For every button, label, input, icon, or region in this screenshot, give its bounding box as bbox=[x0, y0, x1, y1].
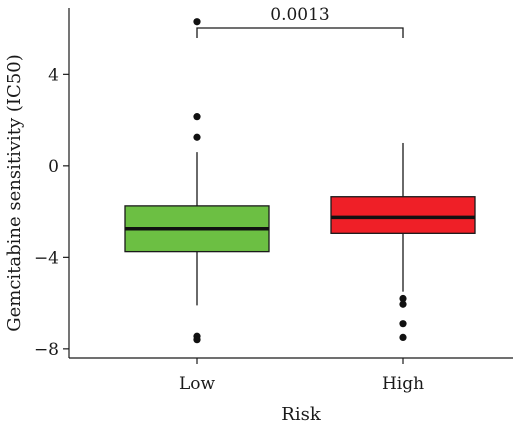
outlier-point-high bbox=[399, 333, 407, 342]
y-tick-label: 0 bbox=[48, 157, 59, 177]
outlier-point-low bbox=[193, 336, 201, 344]
outlier-point-high bbox=[399, 300, 407, 308]
y-tick-label: −4 bbox=[34, 248, 59, 268]
x-tick-label: Low bbox=[179, 374, 216, 394]
y-axis-title: Gemcitabine sensitivity (IC50) bbox=[4, 54, 25, 332]
x-tick-label: High bbox=[382, 374, 424, 394]
outlier-point-high bbox=[399, 294, 407, 303]
significance-bracket bbox=[196, 27, 404, 38]
outlier-point-low bbox=[193, 113, 201, 121]
plot-area: −8 −4 0 4 Low High bbox=[34, 8, 513, 394]
x-axis-title: Risk bbox=[281, 404, 322, 425]
y-tick-label: −8 bbox=[34, 340, 59, 360]
box-high bbox=[330, 196, 476, 234]
outlier-point-high bbox=[399, 320, 407, 328]
outlier-point-low bbox=[193, 18, 201, 26]
outlier-point-low bbox=[193, 133, 201, 141]
y-tick-label: 4 bbox=[48, 65, 59, 85]
p-value-label: 0.0013 bbox=[270, 5, 329, 25]
